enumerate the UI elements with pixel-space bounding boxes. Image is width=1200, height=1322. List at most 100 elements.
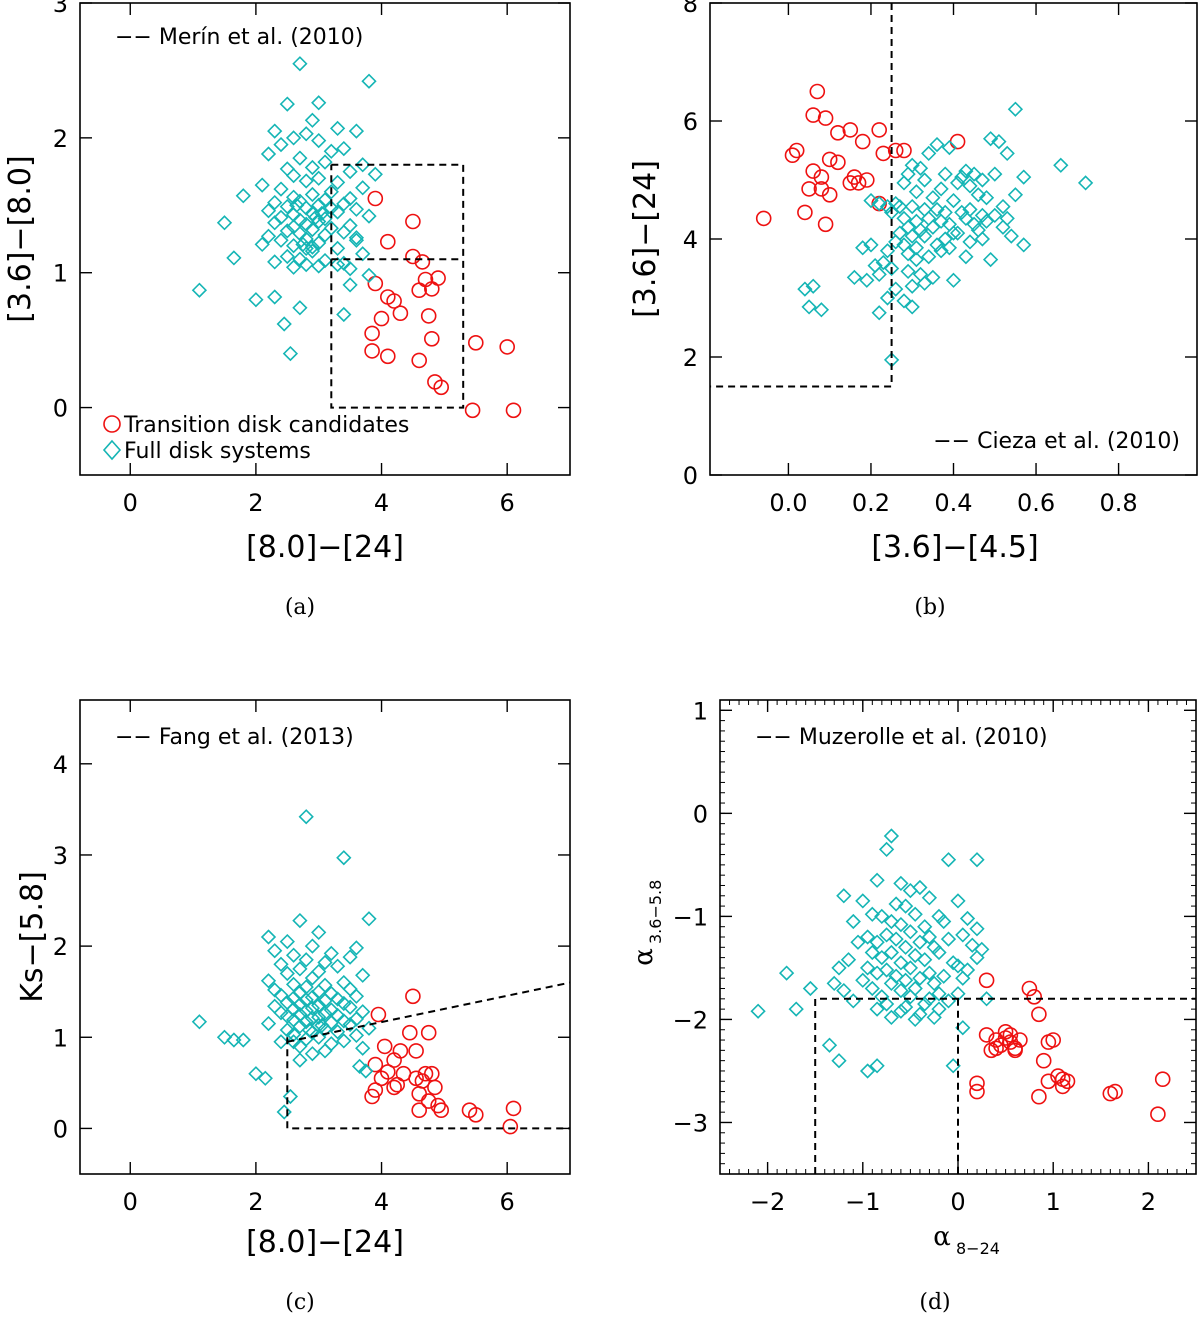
panel-a-transition-point [364, 325, 380, 342]
panel-b-transition-point [805, 163, 822, 179]
panel-d-full-point [821, 1037, 838, 1053]
panel-a-xtick-label: 6 [500, 489, 515, 517]
panel-b-transition-point [784, 147, 801, 163]
panel-b-full-point [958, 249, 974, 265]
panel-d-full-point [921, 890, 938, 906]
panel-c-full-point [298, 1014, 314, 1030]
panel-c-full-point [336, 974, 352, 991]
panel-c-frame [79, 699, 571, 1175]
panel-a-transition-point [499, 339, 516, 355]
panel-a-full-point [304, 159, 321, 176]
panel-b-full-point [929, 201, 945, 218]
panel-b-ytick-label: 6 [683, 108, 698, 136]
panel-c-transition-point [389, 1076, 406, 1093]
panel-c-transition-point [408, 1070, 424, 1087]
panel-d-full-point [883, 975, 900, 992]
panel-d-ylabel-sub: 3.6−5.8 [646, 880, 665, 944]
panel-d-full-point [917, 952, 933, 968]
panel-b-ytick-label: 8 [683, 0, 698, 18]
panel-a-full-point [191, 282, 208, 298]
panel-d-xtick-label: −2 [750, 1188, 785, 1216]
panel-d-full-point [878, 962, 895, 978]
panel-d-full-point [907, 947, 923, 964]
panel-d-full-point [831, 960, 847, 976]
panel-b-label: (b) [914, 595, 945, 620]
panel-b-full-point [904, 198, 920, 215]
panel-b-full-point [859, 272, 875, 288]
panel-c-label: (c) [285, 1290, 315, 1315]
panel-c-full-point [323, 945, 339, 962]
panel-a-transition-point [379, 233, 396, 250]
panel-d-full-point [864, 944, 880, 961]
panel-a-full-point [285, 130, 302, 146]
panel-c-full-point [336, 1033, 352, 1049]
panel-b-xlabel: [3.6]−[4.5] [871, 530, 1038, 565]
panel-b-full-point [966, 166, 982, 182]
panel-b-full-point [916, 201, 933, 218]
panel-d-full-point [869, 872, 885, 888]
panel-a-full-point [355, 180, 371, 196]
panel-a-full-point [329, 174, 346, 191]
panel-b-full-point [949, 225, 966, 241]
panel-d-full-point [893, 982, 909, 999]
panel-a-full-point [323, 143, 339, 159]
panel-b-transition-point [842, 175, 859, 191]
panel-a-full-point [336, 196, 352, 212]
panel-c-transition-point [420, 1024, 437, 1041]
panel-d-transition-point [1059, 1073, 1076, 1090]
panel-b-full-point [921, 145, 937, 162]
panel-c-transition-point [502, 1118, 519, 1135]
panel-a-full-point [336, 224, 352, 240]
panel-d-transition-point [969, 1075, 985, 1092]
panel-d-full-point [893, 1003, 909, 1019]
panel-a-transition-point [433, 379, 450, 396]
panel-b-boundary-0 [710, 3, 893, 388]
panel-b-transition-points [755, 83, 966, 233]
panel-a-transition-point [379, 348, 396, 365]
panel-b-full-point [801, 299, 817, 315]
panel-d-full-point [855, 893, 871, 909]
panel-a-full-point [267, 254, 283, 270]
panel-a-transition-point [411, 282, 428, 299]
panel-d-transition-point [1002, 1034, 1019, 1050]
panel-b-ylabel: [3.6]−[24] [628, 160, 663, 318]
panel-c-ytick-label: 1 [53, 1024, 68, 1052]
panel-d-transition-point [1040, 1073, 1057, 1090]
panel-a-boundary-lines [330, 163, 465, 409]
panel-c-full-point [298, 952, 314, 968]
panel-b-full-point [863, 192, 879, 209]
panel-a-full-point [342, 217, 358, 234]
panel-a-transition-point [386, 293, 402, 309]
panel-a-frame [79, 2, 571, 476]
panel-d-full-point [883, 1009, 900, 1026]
panel-b-transition-point [813, 169, 830, 185]
panel-d-full-point [859, 1063, 876, 1079]
panel-d-xlabel: α 8−24 [933, 1222, 1000, 1258]
panel-d-transition-point [1054, 1078, 1071, 1095]
panel-d-full-point [940, 931, 957, 947]
panel-a-full-point [311, 235, 327, 251]
panel-d-transition-point [997, 1030, 1014, 1046]
panel-b-transition-point [813, 181, 830, 197]
panel-d-full-point [893, 875, 909, 892]
panel-c-full-point [317, 954, 333, 971]
panel-a-full-point [323, 184, 339, 200]
panel-b-full-point [908, 184, 925, 200]
panel-c-boundary-1 [287, 981, 571, 1043]
panel-b-full-point [933, 243, 949, 259]
panel-d-transition-point [1031, 1088, 1047, 1105]
panel-c-boundary-lines [286, 981, 571, 1130]
panel-b-transition-point [788, 142, 805, 159]
panel-a-ytick-label: 3 [53, 0, 68, 18]
panel-d-transition-point [988, 1040, 1004, 1057]
panel-d-full-point [859, 929, 876, 945]
panel-b-full-point [797, 281, 813, 297]
panel-a-full-point [342, 277, 358, 293]
panel-b-xtick-label: 0.0 [769, 489, 807, 517]
panel-c-ytick-label: 2 [53, 933, 68, 961]
panel-c-full-point [260, 929, 277, 945]
panel-d-full-point [931, 944, 947, 961]
panel-a-full-point [361, 73, 377, 89]
panel-b-transition-point [817, 216, 834, 233]
panel-c-full-points [191, 809, 377, 1120]
